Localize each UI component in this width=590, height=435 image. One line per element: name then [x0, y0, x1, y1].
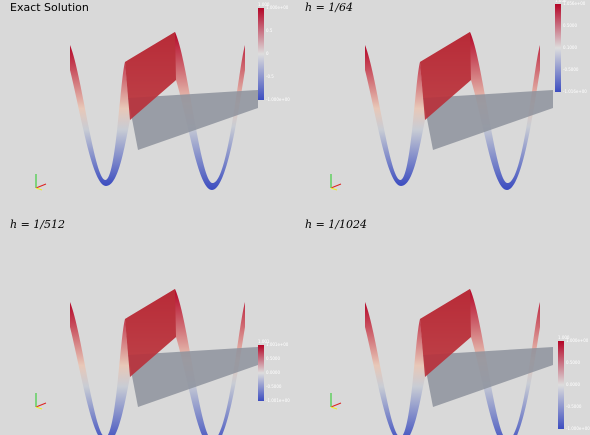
colorbar-label: 0.0000 [266, 370, 280, 375]
colorbar-label: 1.000 [558, 335, 570, 340]
surface-plane [128, 347, 258, 407]
colorbar-label: -1.000e+00 [566, 426, 590, 431]
colorbar-label: 1.001 [258, 339, 270, 344]
surface-ridge [420, 32, 471, 120]
colorbar-label: -1.000e+00 [266, 97, 290, 102]
surface-plane [423, 347, 553, 407]
surface-plane [128, 90, 258, 150]
surface-front [70, 45, 130, 186]
axis-x [330, 183, 342, 189]
colorbar-label: 1.056e+00 [563, 1, 586, 6]
surface-front [365, 302, 425, 435]
colorbar-label: -0.5 [266, 74, 274, 79]
surface-ridge [420, 289, 471, 377]
colorbar [258, 345, 264, 401]
axis-z [35, 187, 43, 191]
colorbar-label: -0.5000 [563, 67, 579, 72]
surface-ridge [125, 289, 176, 377]
panel-title: Exact Solution [10, 1, 89, 14]
colorbar [555, 4, 561, 92]
colorbar-label: 0.1000 [563, 45, 577, 50]
colorbar-label: 0.0000 [566, 382, 580, 387]
axis-x [330, 402, 342, 408]
panel-title: h = 1/64 [305, 1, 353, 14]
axis-z [35, 406, 43, 410]
axis-x [35, 183, 47, 189]
surface-front [70, 302, 130, 435]
surface-ridge [125, 32, 176, 120]
panel-title: h = 1/512 [10, 218, 65, 231]
colorbar-label: 1.000e+00 [566, 338, 589, 343]
colorbar-label: -1.016e+00 [563, 89, 587, 94]
colorbar-label: 1.000 [258, 2, 270, 7]
colorbar-label: 0.5000 [266, 356, 280, 361]
surface-plane [423, 90, 553, 150]
axis-z [330, 406, 338, 410]
colorbar-label: 0.5 [266, 28, 273, 33]
colorbar-label: 0.5000 [563, 23, 577, 28]
colorbar-label: 1.000e+00 [266, 5, 289, 10]
panel-title: h = 1/1024 [305, 218, 367, 231]
colorbar-label: 1.056 [555, 0, 567, 3]
colorbar-label: 0 [266, 51, 269, 56]
colorbar-label: 1.001e+00 [266, 342, 289, 347]
axis-z [330, 187, 338, 191]
colorbar [558, 341, 564, 429]
colorbar-label: -0.5000 [266, 384, 282, 389]
colorbar-label: -1.001e+00 [266, 398, 290, 403]
colorbar-label: -0.5000 [566, 404, 582, 409]
colorbar-label: 0.5000 [566, 360, 580, 365]
surface-front [365, 45, 425, 186]
colorbar [258, 8, 264, 100]
axis-x [35, 402, 47, 408]
